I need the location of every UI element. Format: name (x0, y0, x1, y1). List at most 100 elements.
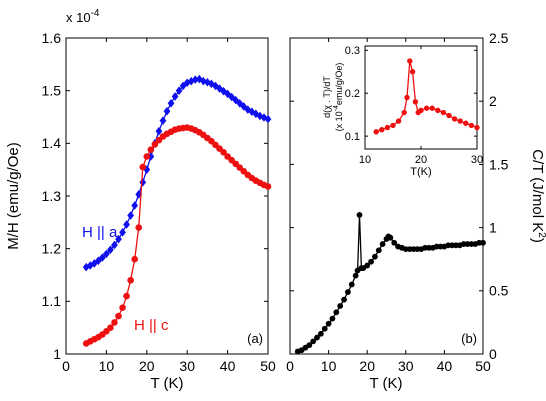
series-h-a-point (240, 102, 248, 111)
series-ct-point (321, 325, 328, 332)
inset-series-point (446, 112, 452, 119)
inset-series-point (418, 107, 424, 114)
series-h-a-point (228, 92, 236, 102)
y-tick-label: 1.3 (42, 188, 62, 204)
y-tick-label: 0.1 (345, 131, 360, 143)
y-tick-label: 1.6 (42, 30, 62, 46)
series-ct-point (337, 303, 344, 309)
series-ct-point (356, 212, 363, 218)
series-h-c-point (115, 312, 122, 320)
series-ct-point (306, 342, 313, 349)
inset-series-point (451, 116, 458, 122)
plot-frame-b (289, 37, 484, 355)
y-tick-label: 1 (489, 220, 497, 236)
series-h-a-point (115, 234, 122, 244)
y-exponent-label: x 10-4 (66, 8, 100, 25)
inset-y-axis-label-line1: d(χ . T)/dT (322, 76, 332, 118)
series-h-c-point (111, 319, 118, 326)
x-tick-label: 40 (437, 358, 453, 374)
series-h-c-point (135, 224, 143, 231)
series-h-c-point (151, 141, 159, 148)
series-ct-point (364, 262, 371, 269)
series-h-a-point (195, 74, 203, 84)
x-tick-label: 50 (260, 358, 276, 374)
inset-series-point (409, 69, 416, 75)
panel-b: 0 10 20 30 40 50 0 0.5 1 1.5 2 2.5 T (K) C/T (J/mo… (286, 30, 546, 392)
series-h-a-point (244, 105, 252, 114)
x-tick-label: 0 (62, 358, 70, 374)
series-h-a-point (199, 76, 207, 86)
series-h-a-point (155, 126, 163, 136)
inset-y-axis-label-line2: (x 10-4emu/g/Oe) (333, 63, 344, 132)
series-h-a-point (179, 81, 187, 91)
series-ct-point (368, 258, 374, 265)
series-ct-point (387, 234, 394, 241)
x-tick-label: 10 (99, 358, 115, 374)
panel-label-b: (b) (461, 331, 477, 346)
series-h-c-point (216, 145, 223, 152)
inset-series-point (423, 105, 430, 111)
series-h-c-point (228, 156, 235, 164)
inset-series-point (404, 94, 410, 101)
series-ct-point (379, 241, 386, 247)
series-h-a-point (232, 95, 240, 105)
y-axis-label-a: M/H (emu/g/Oe) (5, 142, 22, 250)
y-tick-label: 1 (53, 346, 61, 362)
inset-series-point (440, 109, 447, 116)
series-h-c-point (236, 164, 244, 171)
y-axis-label-b: C/T (J/mol K2) (529, 149, 546, 243)
y-tick-label: 0.5 (489, 283, 509, 299)
x-tick-label: 30 (471, 154, 483, 166)
series-ct-point (480, 239, 486, 246)
series-h-c-point (155, 136, 163, 144)
series-h-a-point (111, 240, 118, 250)
series-ct-point (348, 281, 355, 288)
inset-x-axis-label: T(K) (410, 166, 431, 178)
inset-frame (364, 45, 478, 150)
x-tick-label: 10 (321, 358, 337, 374)
x-tick-label: 20 (139, 358, 155, 374)
series-h-c-point (224, 153, 231, 160)
x-tick-label: 30 (179, 358, 195, 374)
series-h-a-point (131, 201, 139, 210)
series-h-a-point (167, 99, 175, 108)
series-h-a-point (224, 89, 231, 99)
y-tick-label: 0.3 (345, 45, 360, 57)
series-h-c-point (127, 276, 134, 284)
annotation-h-parallel-a: H || a (82, 224, 118, 241)
series-h-c-point (240, 167, 248, 175)
plot-frame-a (65, 37, 269, 355)
inset-series-point (435, 107, 441, 114)
inset-series-point (407, 58, 413, 64)
series-h-c-point (139, 163, 147, 171)
series-h-a-point (103, 249, 110, 259)
inset-series-point (401, 109, 407, 116)
series-ct-point (310, 338, 317, 345)
series-h-c-point (143, 153, 151, 160)
inset-series-point (384, 124, 391, 131)
series-h-a-point (175, 86, 183, 95)
x-tick-label: 40 (220, 358, 236, 374)
inset-series-point (468, 122, 475, 129)
series-h-a-point (139, 178, 147, 187)
y-tick-label: 2.5 (489, 30, 509, 46)
y-tick-label: 1.2 (42, 241, 62, 257)
inset-series-point (457, 118, 463, 124)
series-h-c-point (264, 183, 272, 190)
y-tick-label: 1.5 (42, 83, 62, 99)
series-h-a-point (264, 114, 272, 124)
series-h-a-point (127, 211, 135, 220)
y-tick-label: 0.2 (345, 88, 360, 100)
inset-series-point (390, 122, 396, 129)
series-ct-point (391, 239, 398, 246)
y-tick-label: 0 (489, 346, 497, 362)
inset-series-point (395, 118, 402, 124)
series-ct-point (314, 334, 320, 341)
series-ct-point (341, 296, 347, 303)
inset-series-point (373, 129, 379, 135)
series-ct-point (372, 253, 378, 260)
series-h-c-point (107, 324, 114, 331)
inset-series-point (474, 124, 480, 131)
inset-series-point (463, 120, 469, 126)
x-tick-label: 20 (359, 358, 375, 374)
